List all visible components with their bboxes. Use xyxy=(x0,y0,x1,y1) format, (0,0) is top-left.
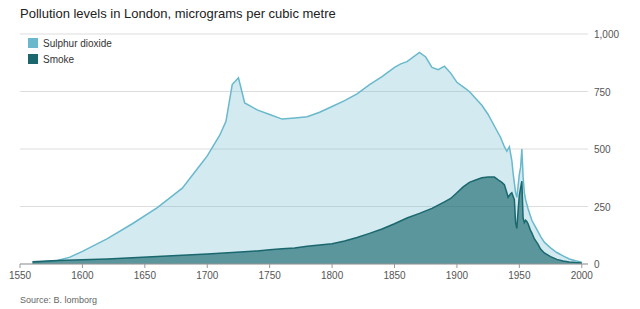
area-line xyxy=(32,177,581,263)
x-tick xyxy=(144,264,145,268)
legend-label: Sulphur dioxide xyxy=(43,38,112,49)
x-tick-label: 1850 xyxy=(383,270,406,281)
source-note: Source: B. lomborg xyxy=(20,295,97,305)
x-tick xyxy=(207,264,208,268)
legend-swatch xyxy=(28,54,38,64)
x-tick-label: 1600 xyxy=(71,270,94,281)
legend-swatch xyxy=(28,38,38,48)
x-tick xyxy=(332,264,333,268)
x-tick-label: 1800 xyxy=(321,270,344,281)
y-tick-label: 1,000 xyxy=(594,29,619,40)
x-tick-label: 1550 xyxy=(9,270,32,281)
area-fill xyxy=(32,52,581,264)
y-tick-label: 250 xyxy=(594,202,611,213)
x-tick xyxy=(269,264,270,268)
x-tick xyxy=(82,264,83,268)
legend: Sulphur dioxide Smoke xyxy=(28,38,112,65)
area-fill xyxy=(32,177,581,264)
x-tick xyxy=(394,264,395,268)
plot-area xyxy=(32,52,581,264)
x-tick-label: 1900 xyxy=(446,270,469,281)
y-tick-label: 500 xyxy=(594,144,611,155)
background xyxy=(0,0,640,309)
legend-label: Smoke xyxy=(43,54,75,65)
x-tick-label: 2000 xyxy=(571,270,594,281)
x-tick xyxy=(519,264,520,268)
x-tick-label: 1950 xyxy=(508,270,531,281)
grid-line xyxy=(20,91,588,92)
title: Pollution levels in London, micrograms p… xyxy=(20,6,336,21)
grid-line xyxy=(20,264,588,265)
y-tick-label: 750 xyxy=(594,87,611,98)
x-axis-line xyxy=(20,264,588,265)
x-tick-label: 1700 xyxy=(196,270,219,281)
x-tick xyxy=(20,264,21,268)
y-tick-label: 0 xyxy=(594,259,600,270)
x-tick xyxy=(581,264,582,268)
x-tick-label: 1650 xyxy=(134,270,157,281)
x-tick-label: 1750 xyxy=(259,270,282,281)
x-tick xyxy=(456,264,457,268)
grid-line xyxy=(20,34,588,35)
